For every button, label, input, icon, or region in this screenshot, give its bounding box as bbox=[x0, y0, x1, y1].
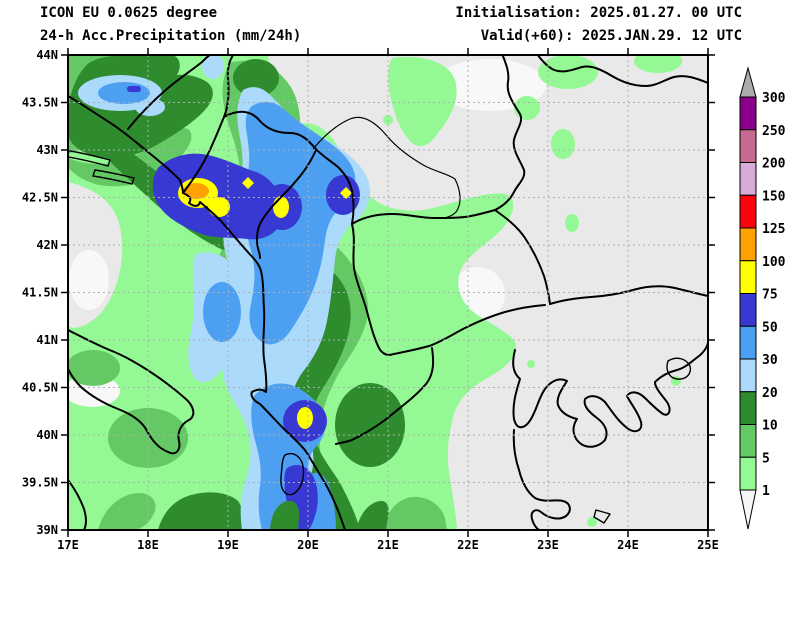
svg-text:50: 50 bbox=[762, 320, 778, 335]
coast-greece-chalkidiki bbox=[512, 342, 708, 448]
product-title: 24-h Acc.Precipitation (mm/24h) bbox=[40, 28, 302, 44]
precip-50-75mm bbox=[127, 86, 360, 530]
svg-text:39N: 39N bbox=[36, 523, 58, 537]
island-corfu bbox=[280, 452, 305, 496]
coast-adriatic-balkan bbox=[68, 95, 346, 530]
svg-text:19E: 19E bbox=[217, 538, 239, 552]
svg-text:23E: 23E bbox=[537, 538, 559, 552]
precip-30-50mm bbox=[98, 82, 356, 530]
init-time: Initialisation: 2025.01.27. 00 UTC bbox=[455, 5, 742, 21]
svg-text:42N: 42N bbox=[36, 238, 58, 252]
svg-text:21E: 21E bbox=[377, 538, 399, 552]
svg-text:300: 300 bbox=[762, 91, 786, 106]
svg-text:18E: 18E bbox=[137, 538, 159, 552]
coast-italy-calabria bbox=[68, 479, 87, 530]
longitude-labels: 17E 18E 19E 20E 21E 22E 23E 24E 25E bbox=[57, 538, 719, 552]
coastlines bbox=[68, 95, 708, 530]
svg-text:5: 5 bbox=[762, 451, 770, 466]
axis-ticks bbox=[61, 48, 715, 537]
border-bulgaria-greece bbox=[549, 285, 708, 305]
border-bih-montenegro bbox=[182, 116, 225, 194]
svg-text:41N: 41N bbox=[36, 333, 58, 347]
svg-text:24E: 24E bbox=[617, 538, 639, 552]
border-macedonia-greece bbox=[388, 304, 546, 356]
svg-text:1: 1 bbox=[762, 484, 770, 499]
island-sporades bbox=[593, 509, 611, 524]
coast-volos-pelion bbox=[512, 429, 571, 530]
border-bih-serbia bbox=[223, 55, 234, 118]
svg-text:250: 250 bbox=[762, 124, 786, 139]
svg-text:100: 100 bbox=[762, 255, 786, 270]
country-borders bbox=[127, 55, 708, 445]
border-albania-macedonia bbox=[351, 223, 390, 356]
valid-time: Valid(+60): 2025.JAN.29. 12 UTC bbox=[480, 28, 742, 44]
model-title: ICON EU 0.0625 degree bbox=[40, 5, 218, 21]
island-dalmatia-2 bbox=[92, 169, 135, 185]
islands bbox=[68, 149, 692, 524]
svg-text:150: 150 bbox=[762, 189, 786, 204]
border-kosovo-admin bbox=[312, 116, 461, 219]
border-serbia-montenegro bbox=[223, 110, 355, 225]
border-danube-north bbox=[536, 55, 708, 87]
colorbar-labels: 300 250 200 150 125 100 75 50 30 20 10 5 1 bbox=[762, 91, 786, 499]
svg-text:10: 10 bbox=[762, 419, 778, 434]
svg-text:125: 125 bbox=[762, 222, 785, 237]
latitude-labels: 44N 43.5N 43N 42.5N 42N 41.5N 41N 40.5N 40N 39.5N… bbox=[22, 48, 58, 537]
border-macedonia-north bbox=[351, 209, 496, 225]
border-serbia-bulgaria bbox=[494, 55, 526, 211]
coast-italy-apulia bbox=[68, 329, 195, 455]
svg-text:20E: 20E bbox=[297, 538, 319, 552]
svg-text:75: 75 bbox=[762, 288, 778, 303]
svg-text:25E: 25E bbox=[697, 538, 719, 552]
svg-text:17E: 17E bbox=[57, 538, 79, 552]
svg-text:43N: 43N bbox=[36, 143, 58, 157]
island-thasos bbox=[666, 357, 692, 380]
border-montenegro-albania bbox=[255, 149, 317, 259]
border-croatia-bih bbox=[127, 55, 211, 130]
svg-text:22E: 22E bbox=[457, 538, 479, 552]
svg-text:39.5N: 39.5N bbox=[22, 476, 58, 490]
svg-text:41.5N: 41.5N bbox=[22, 286, 58, 300]
svg-text:40N: 40N bbox=[36, 428, 58, 442]
precip-10-20mm-strip bbox=[270, 500, 300, 530]
svg-text:200: 200 bbox=[762, 157, 786, 172]
svg-text:44N: 44N bbox=[36, 48, 58, 62]
svg-text:20: 20 bbox=[762, 386, 778, 401]
precipitation-colorbar bbox=[739, 66, 757, 530]
svg-text:42.5N: 42.5N bbox=[22, 191, 58, 205]
island-dalmatia-1 bbox=[68, 149, 111, 167]
svg-text:43.5N: 43.5N bbox=[22, 96, 58, 110]
precip-100-125mm-core bbox=[183, 183, 209, 199]
svg-text:30: 30 bbox=[762, 353, 778, 368]
lat-lon-gridlines bbox=[68, 55, 708, 530]
precip-field bbox=[68, 55, 708, 530]
border-albania-greece bbox=[335, 347, 435, 445]
svg-text:40.5N: 40.5N bbox=[22, 381, 58, 395]
